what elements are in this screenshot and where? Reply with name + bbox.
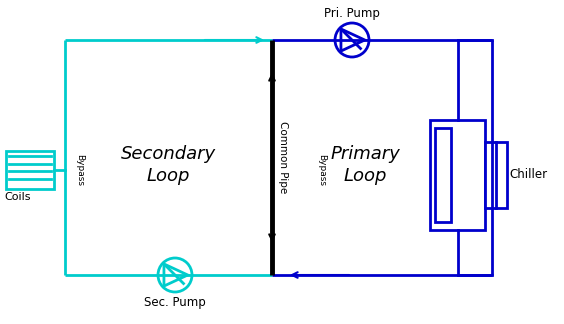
Bar <box>430 120 485 230</box>
Bar <box>435 128 451 222</box>
Bar <box>485 142 507 208</box>
Bar <box>6 151 54 189</box>
Text: Chiller: Chiller <box>509 168 547 181</box>
Text: Sec. Pump: Sec. Pump <box>144 296 206 309</box>
Text: Common Pipe: Common Pipe <box>278 122 288 194</box>
Text: Coils: Coils <box>4 192 30 202</box>
Text: Bypass: Bypass <box>318 154 327 186</box>
Text: Secondary
Loop: Secondary Loop <box>121 145 215 185</box>
Text: Pri. Pump: Pri. Pump <box>324 7 380 20</box>
Text: Primary
Loop: Primary Loop <box>330 145 400 185</box>
Text: Bypass: Bypass <box>76 154 85 186</box>
